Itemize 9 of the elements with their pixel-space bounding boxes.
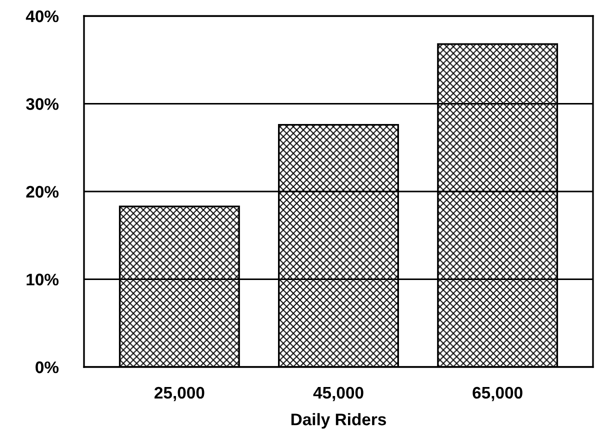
y-tick-label: 40%	[26, 10, 59, 22]
x-tick-label: 25,000	[154, 386, 204, 402]
x-axis-title: Daily Riders	[291, 413, 386, 429]
y-tick-label: 10%	[26, 274, 59, 286]
x-tick-label: 45,000	[313, 386, 364, 402]
y-tick-label: 20%	[26, 186, 59, 198]
x-tick-label: 65,000	[472, 386, 522, 402]
y-tick-label: 0%	[36, 361, 59, 374]
y-tick-label: 30%	[26, 98, 59, 110]
